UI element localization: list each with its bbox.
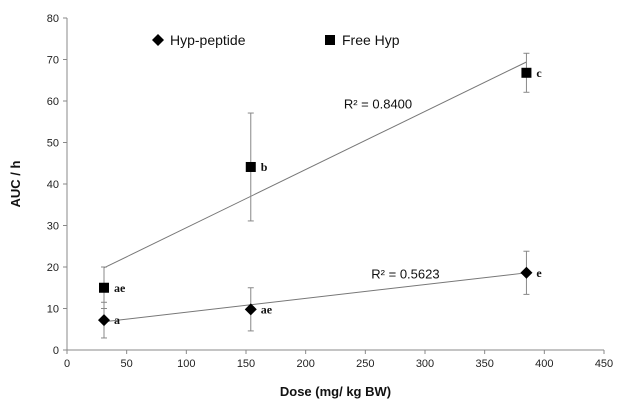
x-tick-label: 50 — [121, 358, 133, 370]
legend: Hyp-peptide Free Hyp — [152, 32, 400, 48]
r2-label-free-hyp: R² = 0.8400 — [344, 96, 412, 111]
x-tick-label: 300 — [416, 358, 434, 370]
y-tick-label: 60 — [47, 96, 59, 108]
x-tick-label: 450 — [595, 358, 613, 370]
data-point-free-hyp — [521, 67, 532, 78]
y-tick-label: 80 — [47, 13, 59, 25]
x-axis-title: Dose (mg/ kg BW) — [280, 384, 391, 399]
x-tick-label: 350 — [475, 358, 493, 370]
y-tick-label: 0 — [53, 345, 59, 357]
data-point-hyp-peptide — [97, 314, 110, 327]
y-tick-label: 30 — [47, 221, 59, 233]
trendline-free-hyp — [103, 61, 527, 269]
data-point-free-hyp — [245, 161, 256, 172]
legend-label-free-hyp: Free Hyp — [342, 32, 400, 48]
significance-letter-free-hyp: b — [261, 160, 268, 174]
y-tick-label: 10 — [47, 304, 59, 316]
significance-labels: a ae e ae b c — [114, 66, 542, 327]
legend-marker-free-hyp — [325, 35, 335, 45]
x-tick-label: 200 — [296, 358, 314, 370]
r2-label-hyp-peptide: R² = 0.5623 — [371, 267, 439, 282]
y-tick-label: 40 — [47, 179, 59, 191]
significance-letter-hyp-peptide: e — [536, 266, 542, 280]
significance-letter-hyp-peptide: ae — [261, 302, 273, 316]
legend-label-hyp-peptide: Hyp-peptide — [170, 32, 246, 48]
x-tick-label: 0 — [64, 358, 70, 370]
tick-labels: 0 50 100 150 200 250 300 350 400 450 0 10 20 30 40 50 60… — [47, 13, 613, 370]
x-tick-label: 100 — [177, 358, 195, 370]
trendline-hyp-peptide — [103, 272, 527, 323]
significance-letter-free-hyp: c — [536, 66, 542, 80]
trendlines — [103, 61, 527, 323]
legend-marker-hyp-peptide — [152, 34, 164, 46]
y-tick-label: 70 — [47, 55, 59, 67]
error-bars — [100, 52, 530, 339]
y-axis-title: AUC / h — [8, 160, 23, 207]
data-point-hyp-peptide — [244, 303, 257, 316]
axes — [63, 17, 605, 354]
y-tick-label: 20 — [47, 262, 59, 274]
significance-letter-free-hyp: ae — [114, 281, 126, 295]
data-markers — [97, 67, 533, 327]
significance-letter-hyp-peptide: a — [114, 313, 120, 327]
data-point-hyp-peptide — [520, 266, 533, 279]
data-point-free-hyp — [98, 282, 109, 293]
x-tick-label: 400 — [535, 358, 553, 370]
y-tick-label: 50 — [47, 138, 59, 150]
x-tick-label: 150 — [237, 358, 255, 370]
x-tick-label: 250 — [356, 358, 374, 370]
